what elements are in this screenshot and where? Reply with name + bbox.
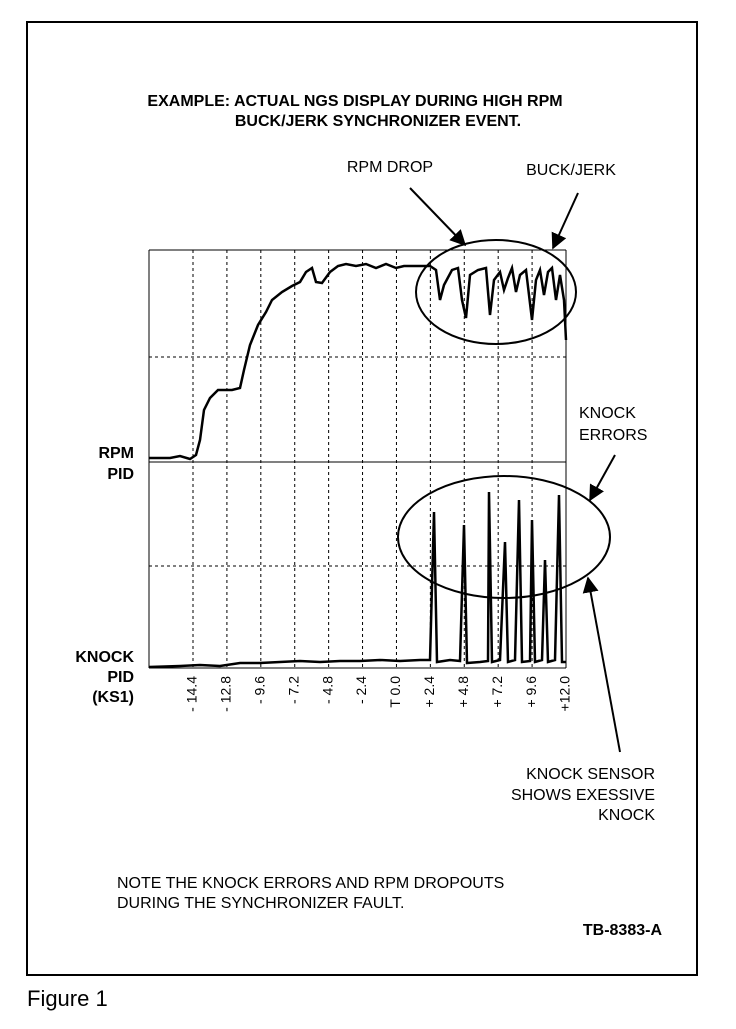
x-tick-label: - 7.2 — [285, 676, 301, 704]
arrow — [582, 576, 621, 753]
note: NOTE THE KNOCK ERRORS AND RPM DROPOUTS — [117, 875, 504, 892]
trace-label: (KS1) — [92, 689, 134, 706]
arrow — [589, 454, 616, 502]
x-tick-label: - 12.8 — [218, 676, 234, 712]
callout: KNOCK — [598, 807, 655, 824]
trace-label: KNOCK — [75, 649, 134, 666]
callout: SHOWS EXESSIVE — [511, 787, 655, 804]
x-tick-label: - 14.4 — [184, 676, 200, 712]
knock-trace — [148, 491, 566, 669]
x-tick-label: - 4.8 — [319, 676, 335, 704]
trace-label: PID — [107, 466, 134, 483]
callout: KNOCK — [579, 405, 636, 422]
figure-id: TB-8383-A — [583, 922, 663, 939]
x-tick-label: + 4.8 — [455, 676, 471, 708]
arrow — [409, 187, 467, 247]
x-tick-label: +12.0 — [557, 676, 573, 712]
callout-ellipse — [415, 239, 577, 345]
callout: ERRORS — [579, 427, 647, 444]
title-line: BUCK/JERK SYNCHRONIZER EVENT. — [235, 113, 521, 130]
trace-label: RPM — [98, 445, 134, 462]
x-tick-label: - 2.4 — [353, 676, 369, 704]
title-line: EXAMPLE: ACTUAL NGS DISPLAY DURING HIGH … — [147, 93, 562, 110]
arrow — [551, 192, 579, 250]
callout: KNOCK SENSOR — [526, 766, 655, 783]
x-tick-label: + 9.6 — [523, 676, 539, 708]
trace-label: PID — [107, 669, 134, 686]
x-tick-label: - 9.6 — [252, 676, 268, 704]
rpm-trace — [149, 262, 568, 461]
x-tick-label: + 2.4 — [421, 676, 437, 708]
x-tick-label: T 0.0 — [387, 676, 403, 708]
x-tick-label: + 7.2 — [489, 676, 505, 708]
border — [26, 21, 698, 976]
callout: BUCK/JERK — [526, 162, 616, 179]
caption: Figure 1 — [27, 986, 108, 1011]
callout-ellipse — [397, 475, 611, 599]
note: DURING THE SYNCHRONIZER FAULT. — [117, 895, 404, 912]
callout: RPM DROP — [347, 159, 433, 176]
